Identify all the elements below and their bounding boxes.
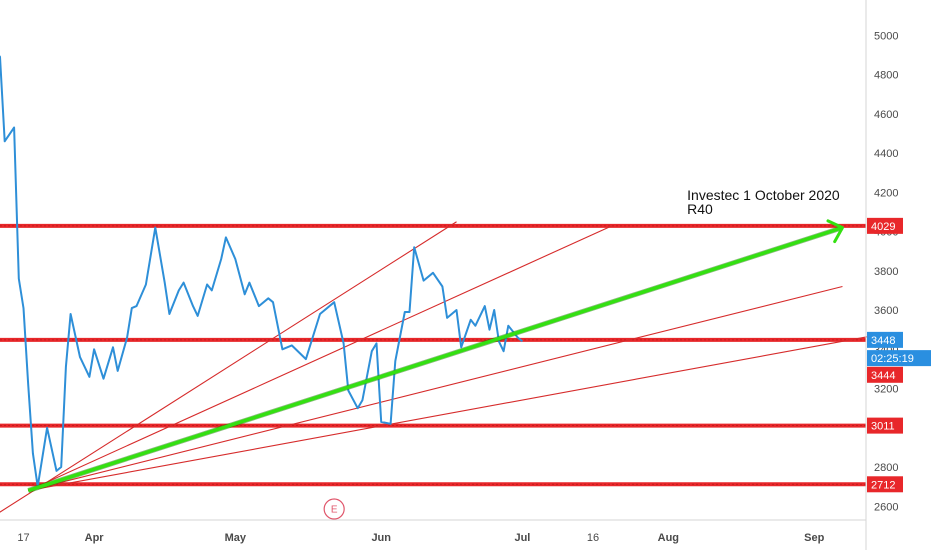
y-tick-label: 4400 [874, 148, 898, 160]
price-scale-badges: 4029 3011 2712 3448 02:25:19 3444 [867, 217, 931, 493]
event-marker-icon[interactable] [323, 498, 345, 520]
x-tick-label: Jun [371, 532, 391, 544]
annotation-line-2: R40 [687, 201, 713, 217]
x-tick-label: 17 [17, 532, 29, 544]
price-badge-3-text: 3444 [871, 370, 895, 382]
level-badge-3011-text: 3011 [871, 421, 895, 433]
y-tick-label: 4200 [874, 187, 898, 199]
y-tick-label: 5000 [874, 30, 898, 42]
price-series-line[interactable] [0, 51, 524, 488]
y-axis[interactable]: 2600280030003200340036003800400042004400… [874, 30, 898, 513]
y-tick-label: 4800 [874, 70, 898, 82]
level-badge-3011 [867, 417, 903, 434]
event-marker-label: E [331, 505, 338, 516]
price-badge-3 [867, 366, 903, 383]
y-tick-label: 3800 [874, 266, 898, 278]
y-tick-label: 2600 [874, 501, 898, 513]
level-badge-2712 [867, 476, 903, 493]
x-tick-label: Sep [804, 532, 824, 544]
trendline-1[interactable] [0, 221, 457, 518]
y-tick-label: 3600 [874, 305, 898, 317]
level-badge-2712-text: 2712 [871, 479, 895, 491]
y-tick-label: 3200 [874, 384, 898, 396]
price-badge-1 [867, 331, 903, 348]
x-axis[interactable]: 17 Apr May Jun Jul 16 Aug Sep [17, 532, 824, 544]
x-tick-label: Apr [85, 532, 105, 544]
level-badge-4029 [867, 217, 903, 234]
x-tick-label: Aug [658, 532, 679, 544]
x-tick-label: May [225, 532, 247, 544]
trendline-2[interactable] [28, 225, 613, 492]
annotation-line-1: Investec 1 October 2020 [687, 187, 840, 203]
x-tick-label: 16 [587, 532, 599, 544]
projection-arrow-line[interactable] [27, 225, 844, 493]
projection-arrowhead [826, 219, 844, 244]
y-tick-label: 2800 [874, 462, 898, 474]
price-badge-1-text: 3448 [871, 335, 895, 347]
level-badge-4029-text: 4029 [871, 221, 895, 233]
price-badge-2-text: 02:25:19 [871, 353, 914, 365]
y-tick-label: 4600 [874, 109, 898, 121]
trendline-3[interactable] [28, 285, 843, 492]
price-badge-2 [867, 350, 931, 367]
x-tick-label: Jul [514, 532, 530, 544]
trendline-4[interactable] [28, 333, 885, 492]
